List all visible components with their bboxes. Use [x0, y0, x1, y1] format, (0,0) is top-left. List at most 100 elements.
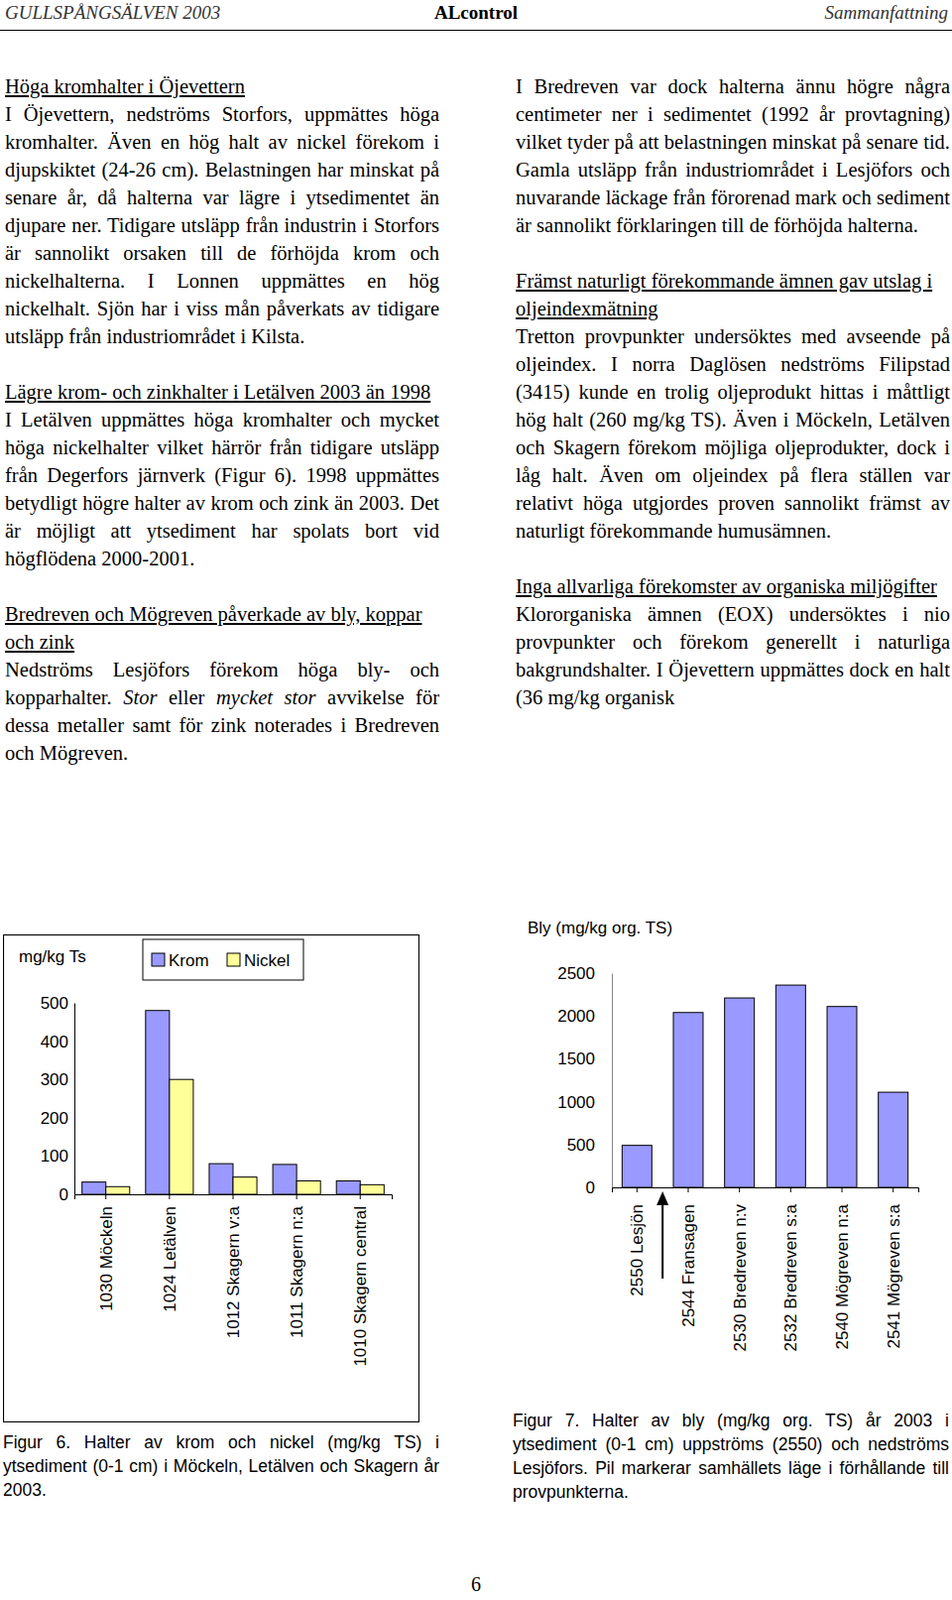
paragraph: Nedströms Lesjöfors förekom höga bly- oc… — [4, 655, 440, 767]
chart-figure-6: 0 100 200 300 400 500 1030 Möckeln 1024 Letälve… — [2, 934, 420, 1423]
tick-label: 1000 — [557, 1092, 595, 1112]
tick-label: 0 — [59, 1185, 69, 1204]
paragraph: Tretton provpunkter undersöktes med avse… — [515, 322, 951, 545]
header-left: GULLSPÅNGSÄLVEN 2003 — [4, 1, 221, 24]
tick-mark — [233, 1193, 235, 1199]
tick: 1010 Skagern central — [351, 1193, 370, 1367]
chart-frame — [3, 935, 420, 1423]
tick-mark — [168, 1193, 170, 1199]
section: Främst naturligt förekommande ämnen gav … — [515, 266, 951, 545]
header-center: ALcontrol — [0, 1, 952, 24]
tick: 100 — [40, 1146, 75, 1166]
axis-line — [611, 973, 613, 1189]
tick-label: 500 — [567, 1135, 595, 1155]
tick: 1030 Möckeln — [97, 1193, 117, 1311]
legend-swatch — [227, 952, 240, 966]
tick: 500 — [40, 993, 75, 1013]
header-rule — [0, 29, 952, 31]
paragraph: I Letälven uppmättes höga kromhalter och… — [4, 405, 440, 573]
tick: 0 — [59, 1185, 75, 1204]
text-span: mycket stor — [216, 686, 316, 709]
section: Höga kromhalter i ÖjevetternI Öjevettern… — [4, 72, 440, 351]
tick-label: 300 — [40, 1070, 69, 1089]
y-axis: 0 100 200 300 400 500 — [40, 993, 76, 1204]
tick-label: 1012 Skagern v:a — [224, 1204, 243, 1338]
legend-swatch — [151, 952, 165, 966]
tick-label: 1010 Skagern central — [351, 1205, 370, 1367]
tick-mark — [359, 1193, 361, 1199]
axis-line — [75, 1194, 393, 1200]
x-axis: 1030 Möckeln 1024 Letälven 1012 Skagern v:… — [75, 1193, 393, 1367]
bar — [272, 1164, 297, 1194]
bar — [724, 997, 755, 1188]
text-span: Klororganiska ämnen (EOX) undersöktes i … — [515, 602, 951, 709]
bar — [827, 1006, 857, 1188]
bar — [621, 1145, 652, 1188]
tick: 500 — [567, 1135, 612, 1155]
tick-label: 400 — [40, 1032, 69, 1052]
tick-mark — [296, 1193, 298, 1199]
tick: 200 — [40, 1108, 75, 1128]
tick-label: 2532 Bredreven s:a — [781, 1202, 801, 1351]
tick-mark — [105, 1193, 107, 1199]
section: Bredreven och Mögreven påverkade av bly,… — [4, 599, 440, 767]
text-span: I Letälven uppmättes höga kromhalter och… — [4, 408, 440, 570]
text-span: I Bredreven var dock halterna ännu högre… — [515, 75, 951, 237]
tick-label: 2550 Lesjön — [627, 1203, 647, 1297]
legend-entry: Nickel — [243, 951, 290, 970]
chart-figure-7: 050010001500200025002550 Lesjön2544 Fran… — [505, 892, 952, 1379]
tick-label: 200 — [40, 1108, 69, 1128]
bar — [106, 1186, 130, 1194]
tick-mark — [790, 1187, 792, 1192]
legend-frame — [142, 939, 304, 980]
bar — [233, 1177, 257, 1194]
chart-title: Bly (mg/kg org. TS) — [527, 918, 673, 938]
tick-label: 0 — [586, 1178, 595, 1197]
bar — [336, 1180, 360, 1194]
tick: 1012 Skagern v:a — [224, 1193, 243, 1338]
legend-entry: Krom — [168, 951, 210, 970]
bar — [775, 984, 806, 1188]
caption: Figur 6. Halter av krom och nickel (mg/k… — [2, 1429, 440, 1502]
text-column: Höga kromhalter i ÖjevetternI Öjevettern… — [4, 72, 440, 795]
bar — [878, 1091, 909, 1188]
tick: 2500 — [557, 963, 612, 983]
tick-mark — [738, 1187, 740, 1192]
town-arrow — [656, 1190, 669, 1279]
tick-mark — [892, 1187, 894, 1192]
bar — [145, 1010, 170, 1194]
section: Inga allvarliga förekomster av organiska… — [515, 572, 951, 712]
bar — [673, 1012, 704, 1188]
tick: 2532 Bredreven s:a — [781, 1187, 801, 1351]
tick: 400 — [40, 1032, 75, 1052]
page-number: 6 — [0, 1572, 952, 1596]
axis-line — [612, 1188, 920, 1193]
text-column: I Bredreven var dock halterna ännu högre… — [515, 72, 951, 739]
tick-mark — [687, 1187, 689, 1192]
paragraph: I Bredreven var dock halterna ännu högre… — [515, 72, 951, 239]
text-span: Tretton provpunkter undersöktes med avse… — [515, 325, 951, 542]
text-span: I Öjevettern, nedströms Storfors, uppmät… — [4, 103, 440, 348]
section: I Bredreven var dock halterna ännu högre… — [515, 72, 951, 239]
paragraph: Klororganiska ämnen (EOX) undersöktes i … — [515, 599, 951, 712]
tick-label: 1030 Möckeln — [97, 1205, 117, 1311]
legend: Krom Nickel — [142, 939, 304, 980]
bar — [209, 1163, 234, 1194]
section: Lägre krom- och zinkhalter i Letälven 20… — [4, 377, 440, 573]
bars — [82, 1010, 385, 1194]
tick: 300 — [40, 1070, 75, 1089]
tick-label: 500 — [40, 993, 69, 1013]
tick: 2000 — [557, 1006, 612, 1026]
tick: 2544 Fransagen — [679, 1187, 699, 1327]
heading: Inga allvarliga förekomster av organiska… — [515, 572, 951, 600]
heading: Främst naturligt förekommande ämnen gav … — [515, 266, 951, 323]
tick-label: 2541 Mögreven s:a — [884, 1202, 904, 1348]
tick-label: 2540 Mögreven n:a — [833, 1202, 852, 1349]
tick-label: 1024 Letälven — [160, 1205, 180, 1312]
tick: 0 — [586, 1178, 612, 1197]
y-axis: 05001000150020002500 — [557, 963, 612, 1197]
bar — [359, 1184, 384, 1194]
tick-mark — [636, 1187, 638, 1192]
bar — [169, 1078, 194, 1194]
tick: 1000 — [557, 1092, 612, 1112]
